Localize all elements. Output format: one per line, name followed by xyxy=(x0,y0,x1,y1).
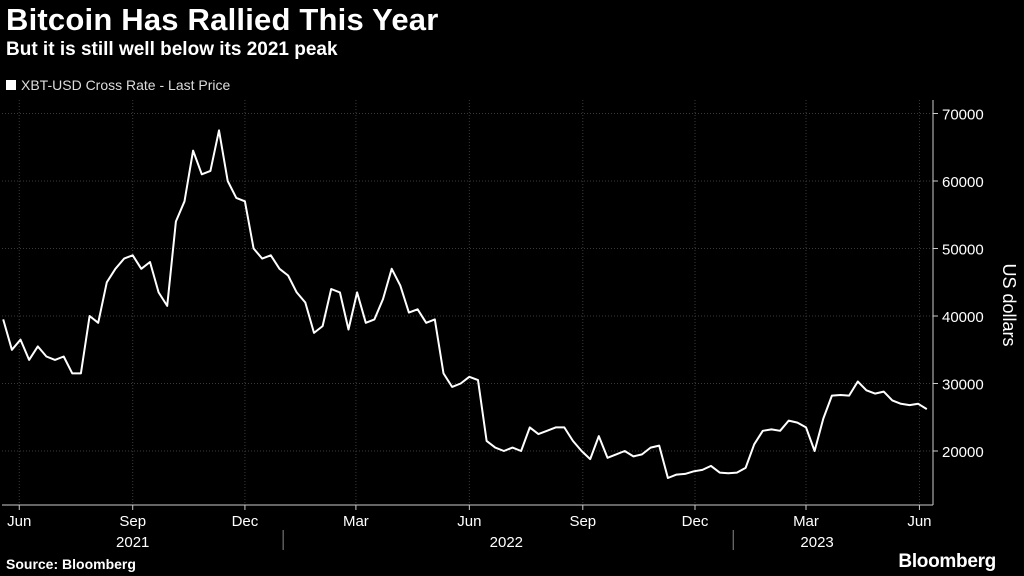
year-label: 2021 xyxy=(116,534,149,551)
x-tick-label: Jun xyxy=(907,513,931,530)
y-tick-label: 50000 xyxy=(942,242,984,259)
y-tick-label: 20000 xyxy=(942,444,984,461)
x-tick-label: Sep xyxy=(569,513,596,530)
chart-title: Bitcoin Has Rallied This Year xyxy=(6,2,439,37)
x-tick-label: Dec xyxy=(682,513,709,530)
axes: 20000 30000 40000 50000 60000 70000 Jun Sep Dec M… xyxy=(2,100,984,551)
y-tick-label: 40000 xyxy=(942,309,984,326)
x-tick-label: Mar xyxy=(343,513,369,530)
legend-swatch xyxy=(6,80,16,90)
bloomberg-logo: Bloomberg xyxy=(898,551,996,572)
source-note: Source: Bloomberg xyxy=(6,556,136,572)
chart-subtitle: But it is still well below its 2021 peak xyxy=(6,39,338,60)
y-axis-label: US dollars xyxy=(999,263,1019,346)
x-tick-label: Jun xyxy=(7,513,31,530)
y-tick-label: 30000 xyxy=(942,377,984,394)
legend-label: XBT-USD Cross Rate - Last Price xyxy=(21,77,231,93)
x-tick-label: Sep xyxy=(119,513,146,530)
x-tick-label: Jun xyxy=(457,513,481,530)
year-label: 2023 xyxy=(800,534,833,551)
grid-lines xyxy=(2,100,933,505)
series-line xyxy=(2,129,928,479)
x-tick-label: Dec xyxy=(232,513,259,530)
y-tick-label: 60000 xyxy=(942,174,984,191)
legend: XBT-USD Cross Rate - Last Price xyxy=(6,77,230,93)
x-tick-label: Mar xyxy=(793,513,819,530)
y-tick-label: 70000 xyxy=(942,107,984,124)
year-label: 2022 xyxy=(490,534,523,551)
